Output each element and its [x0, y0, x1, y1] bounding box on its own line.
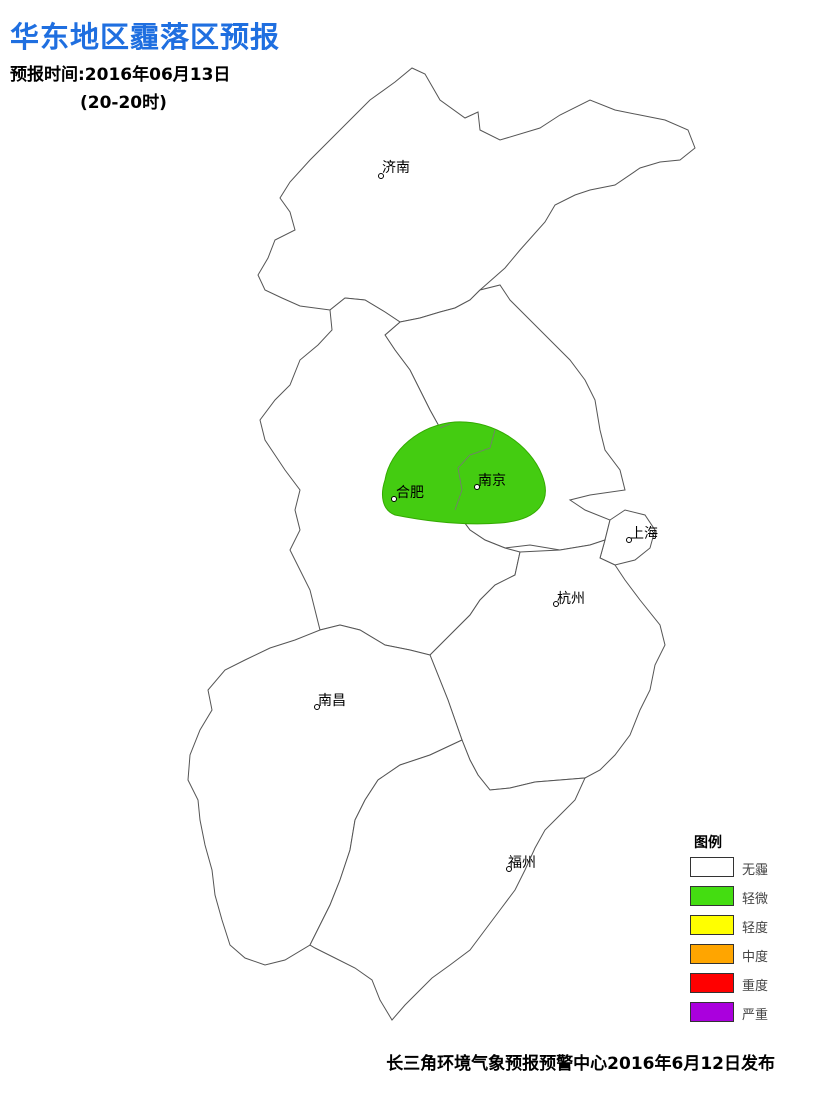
legend-item-slight: 轻微 — [690, 886, 810, 908]
city-hangzhou: 杭州 — [553, 591, 585, 607]
city-label-fuzhou: 福州 — [508, 855, 536, 871]
legend-label-moderate: 中度 — [742, 950, 769, 965]
province-shandong — [257, 67, 696, 323]
province-jiangxi — [187, 624, 463, 966]
publisher-footer: 长三角环境气象预报预警中心2016年6月12日发布 — [386, 1054, 775, 1074]
legend-label-none: 无霾 — [742, 863, 769, 878]
legend-item-light: 轻度 — [690, 915, 810, 937]
legend-item-severe: 严重 — [690, 1002, 810, 1024]
city-label-hefei: 合肥 — [396, 485, 424, 501]
legend-label-heavy: 重度 — [742, 979, 769, 994]
city-jinan: 济南 — [378, 160, 410, 179]
city-shanghai: 上海 — [626, 526, 658, 543]
legend-label-light: 轻度 — [742, 921, 769, 936]
city-hefei: 合肥 — [391, 485, 424, 502]
legend-swatch-heavy — [690, 973, 734, 993]
legend-swatch-light — [690, 915, 734, 935]
city-label-jinan: 济南 — [382, 160, 410, 176]
city-nanjing: 南京 — [474, 473, 506, 490]
legend-label-severe: 严重 — [742, 1008, 769, 1023]
map-title: 华东地区霾落区预报 — [10, 20, 281, 54]
legend-label-slight: 轻微 — [742, 892, 769, 907]
legend-item-none: 无霾 — [690, 857, 810, 879]
legend-swatch-severe — [690, 1002, 734, 1022]
city-label-shanghai: 上海 — [630, 526, 658, 542]
haze-boundary-lines — [439, 423, 496, 511]
province-fujian — [309, 739, 586, 1021]
legend-item-moderate: 中度 — [690, 944, 810, 966]
city-fuzhou: 福州 — [506, 855, 536, 872]
city-label-nanjing: 南京 — [478, 473, 506, 489]
city-nanchang: 南昌 — [314, 693, 346, 710]
city-label-nanchang: 南昌 — [318, 693, 346, 709]
forecast-time: 预报时间:2016年06月13日 — [10, 65, 231, 85]
legend-swatch-slight — [690, 886, 734, 906]
legend-item-heavy: 重度 — [690, 973, 810, 995]
haze-area-light — [382, 421, 546, 525]
city-label-hangzhou: 杭州 — [557, 591, 585, 607]
forecast-period: (20-20时) — [80, 93, 167, 113]
legend-swatch-none — [690, 857, 734, 877]
legend-swatch-moderate — [690, 944, 734, 964]
legend-title: 图例 — [694, 835, 722, 851]
